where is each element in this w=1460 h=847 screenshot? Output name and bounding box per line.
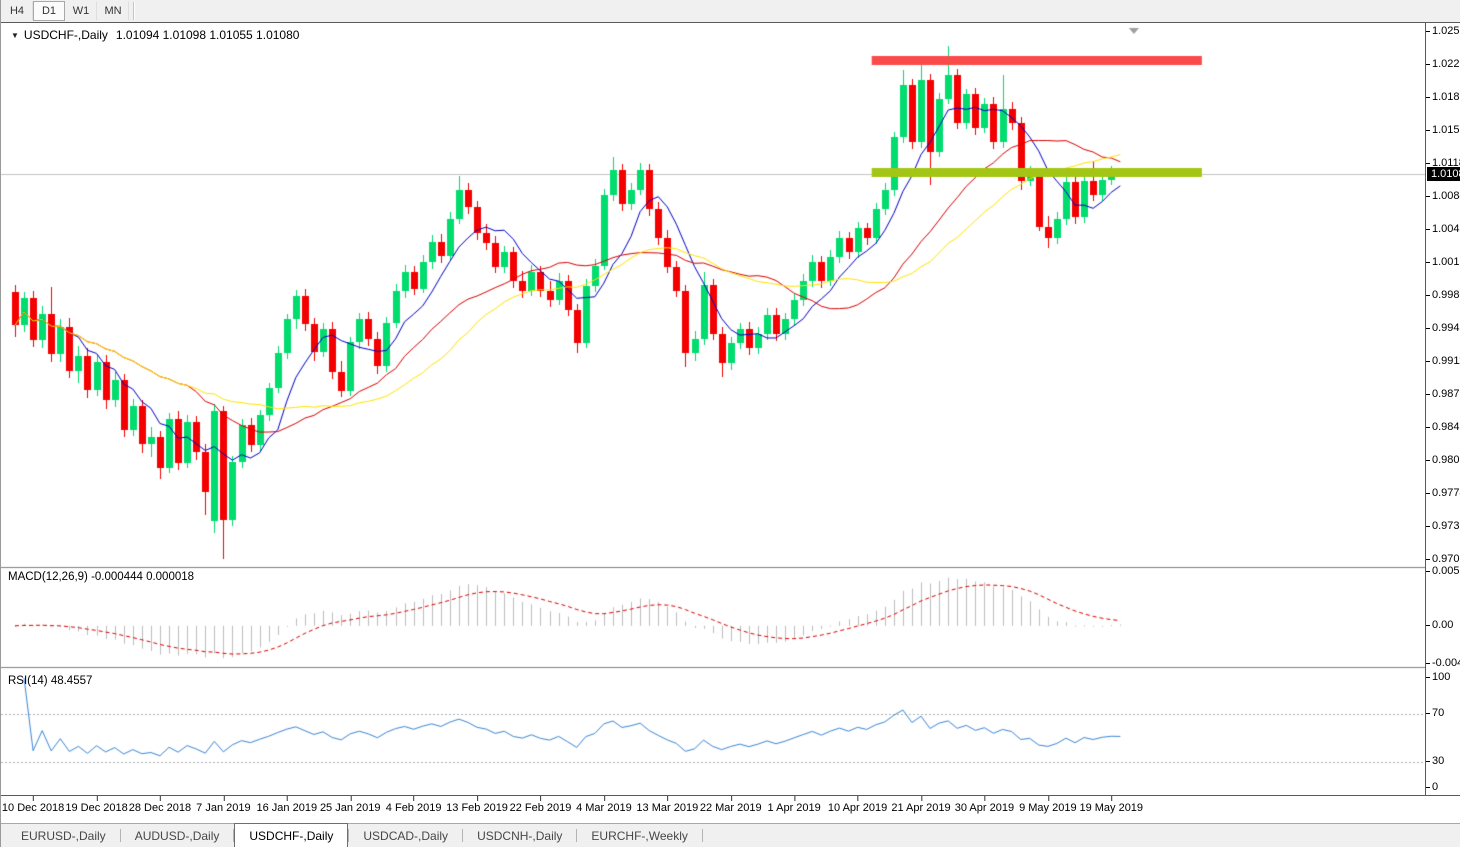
date-axis-label: 4 Mar 2019	[576, 796, 632, 814]
macd-axis-label: 0.00	[1426, 619, 1460, 631]
price-axis-label: 1.00150	[1426, 256, 1460, 268]
price-axis-label: 1.02560	[1426, 25, 1460, 37]
chart-tab-usdcnh[interactable]: USDCNH-,Daily	[463, 824, 576, 847]
price-axis-label: 0.99800	[1426, 289, 1460, 301]
rsi-axis-label: 30	[1426, 755, 1460, 767]
date-axis-label: 16 Jan 2019	[256, 796, 318, 814]
chart-tab-audusd[interactable]: AUDUSD-,Daily	[121, 824, 234, 847]
timeframe-d1-button[interactable]: D1	[33, 1, 65, 21]
tab-label: USDCNH-,Daily	[477, 828, 563, 843]
price-axis-label: 1.00490	[1426, 223, 1460, 235]
date-axis-label: 13 Feb 2019	[446, 796, 508, 814]
date-axis-label: 9 May 2019	[1019, 796, 1077, 814]
date-axis[interactable]: 10 Dec 2018 19 Dec 2018 28 Dec 2018 7 Jan 2…	[1, 795, 1460, 823]
price-axis-label: 0.97390	[1426, 520, 1460, 532]
price-axis-label: 1.01870	[1426, 91, 1460, 103]
chart-tab-usdcad[interactable]: USDCAD-,Daily	[349, 824, 462, 847]
macd-axis-label: 0.00597	[1426, 565, 1460, 577]
tab-separator	[462, 829, 464, 842]
price-axis[interactable]: 1.01080 1.02560 1.02220 1.01870 1.01530 1.01…	[1425, 23, 1460, 795]
macd-axis-label: -0.00424	[1426, 657, 1460, 669]
timeframe-toolbar: H4 D1 W1 MN	[1, 0, 1460, 23]
tab-separator	[576, 829, 578, 842]
price-axis-label: 1.01180	[1426, 157, 1460, 169]
chart-symbol-label: USDCHF-,Daily	[23, 28, 108, 42]
chart-ohlc-values: 1.01094 1.01098 1.01055 1.01080	[115, 28, 300, 42]
date-axis-label: 21 Apr 2019	[891, 796, 951, 814]
date-axis-label: 30 Apr 2019	[954, 796, 1015, 814]
timeframe-w1-button[interactable]: W1	[65, 1, 97, 21]
price-axis-label: 1.01530	[1426, 124, 1460, 136]
date-axis-label: 4 Feb 2019	[385, 796, 442, 814]
price-chart-canvas[interactable]	[1, 23, 1425, 795]
chart-tab-usdchf[interactable]: USDCHF-,Daily	[234, 823, 349, 847]
chart-title: ▼ USDCHF-,Daily 1.01094 1.01098 1.01055 1.…	[11, 28, 299, 42]
tab-label: USDCHF-,Daily	[249, 828, 334, 843]
date-axis-label: 7 Jan 2019	[196, 796, 251, 814]
date-axis-label: 10 Dec 2018	[1, 796, 65, 814]
price-axis-label: 0.99460	[1426, 322, 1460, 334]
macd-indicator-label: MACD(12,26,9) -0.000444 0.000018	[8, 571, 195, 583]
chart-tab-eurchf[interactable]: EURCHF-,Weekly	[577, 824, 701, 847]
price-axis-label: 0.99110	[1426, 355, 1460, 367]
rsi-axis-label: 0	[1426, 781, 1460, 793]
price-axis-label: 0.98080	[1426, 454, 1460, 466]
date-axis-label: 22 Feb 2019	[509, 796, 572, 814]
price-axis-label: 0.97050	[1426, 553, 1460, 565]
toolbar-separator	[133, 2, 135, 20]
timeframe-mn-button[interactable]: MN	[97, 1, 129, 21]
date-axis-label: 19 May 2019	[1079, 796, 1144, 814]
date-axis-label: 19 Dec 2018	[65, 796, 128, 814]
tab-label: EURUSD-,Daily	[21, 828, 106, 843]
price-axis-label: 0.98770	[1426, 388, 1460, 400]
rsi-axis-label: 100	[1426, 671, 1460, 683]
tab-separator	[233, 829, 235, 842]
date-axis-label: 28 Dec 2018	[128, 796, 192, 814]
date-axis-label: 22 Mar 2019	[699, 796, 762, 814]
date-axis-label: 10 Apr 2019	[827, 796, 888, 814]
chart-tab-eurusd[interactable]: EURUSD-,Daily	[7, 824, 120, 847]
rsi-indicator-label: RSI(14) 48.4557	[8, 675, 93, 687]
current-price-tag: 1.01080	[1427, 167, 1460, 181]
date-axis-label: 13 Mar 2019	[636, 796, 699, 814]
timeframe-h4-button[interactable]: H4	[1, 1, 33, 21]
tab-separator	[701, 829, 703, 842]
price-axis-label: 0.97740	[1426, 487, 1460, 499]
tab-separator	[348, 829, 350, 842]
tab-label: EURCHF-,Weekly	[591, 828, 688, 843]
chart-dropdown-arrow-icon[interactable]: ▼	[11, 31, 19, 40]
tab-separator	[119, 829, 121, 842]
date-axis-label: 25 Jan 2019	[319, 796, 381, 814]
tab-label: USDCAD-,Daily	[363, 828, 449, 843]
price-axis-label: 1.02220	[1426, 58, 1460, 70]
price-axis-label: 1.00840	[1426, 190, 1460, 202]
chart-plot-area[interactable]: ▼ USDCHF-,Daily 1.01094 1.01098 1.01055 1.…	[1, 23, 1425, 795]
rsi-axis-label: 70	[1426, 707, 1460, 719]
chart-tab-bar: EURUSD-,Daily AUDUSD-,Daily USDCHF-,Dail…	[1, 823, 1460, 847]
price-axis-label: 0.98420	[1426, 421, 1460, 433]
tab-label: AUDUSD-,Daily	[134, 828, 220, 843]
date-axis-label: 1 Apr 2019	[767, 796, 821, 814]
